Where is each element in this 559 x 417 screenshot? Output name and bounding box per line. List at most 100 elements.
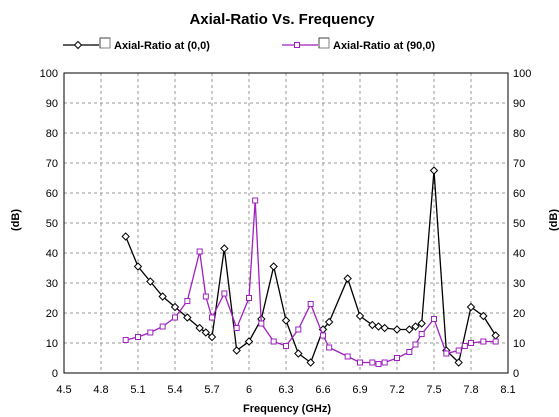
data-point (183, 313, 192, 322)
legend-checkbox-icon (99, 37, 111, 49)
data-point (201, 328, 211, 337)
series-layer (121, 166, 500, 367)
data-point (324, 317, 334, 327)
y-tick-label-left: 10 (46, 338, 58, 350)
data-point (306, 358, 315, 367)
data-point (232, 346, 241, 355)
data-point (417, 319, 426, 328)
x-tick-label: 4.8 (93, 384, 108, 396)
data-point (196, 248, 203, 255)
data-point (343, 274, 352, 283)
data-point (320, 332, 326, 339)
data-point (374, 322, 383, 331)
y-tick-label-left: 50 (46, 218, 58, 230)
data-point (355, 311, 365, 321)
x-tick-label: 5.1 (130, 384, 145, 396)
y-tick-label-right: 80 (513, 128, 525, 140)
x-tick-label: 4.5 (56, 384, 71, 396)
y-tick-label-left: 0 (52, 368, 58, 380)
y-tick-label-right: 50 (513, 218, 525, 230)
data-point (170, 302, 180, 312)
series-line (125, 200, 496, 365)
data-point (455, 347, 462, 354)
data-point (492, 338, 499, 345)
data-point (479, 311, 488, 321)
chart-title: Axial-Ratio Vs. Frequency (189, 11, 375, 28)
x-axis-title: Frequency (GHz) (243, 403, 331, 415)
data-point (233, 325, 240, 331)
legend-item-2: Axial-Ratio at (90,0) (282, 37, 435, 52)
series-line (125, 170, 497, 364)
x-tick-label: 6.3 (278, 384, 293, 396)
data-point (454, 358, 463, 367)
data-point (283, 343, 289, 349)
x-tick-label: 7.2 (389, 384, 404, 396)
x-tick-label: 7.8 (463, 384, 478, 396)
y-axis-title-right: (dB) (548, 209, 559, 231)
data-point (375, 361, 382, 367)
data-point (281, 316, 291, 325)
data-point (269, 262, 278, 271)
data-point (146, 277, 155, 286)
data-point (221, 290, 228, 297)
data-point (159, 323, 166, 330)
data-point (405, 325, 414, 334)
data-point (73, 40, 83, 50)
data-point (121, 232, 130, 241)
x-tick-label: 6.6 (315, 384, 330, 396)
y-tick-label-right: 40 (513, 248, 525, 260)
data-point (202, 293, 209, 300)
data-point (246, 295, 252, 301)
y-tick-label-left: 30 (46, 278, 58, 290)
data-point (491, 331, 500, 340)
data-point (411, 322, 420, 331)
x-tick-label: 5.4 (167, 384, 182, 396)
x-tick-label: 8.1 (500, 384, 515, 396)
data-point (258, 320, 265, 327)
data-point (344, 353, 351, 360)
legend-item-1: Axial-Ratio at (0,0) (63, 37, 210, 52)
data-point (295, 326, 302, 333)
legend: Axial-Ratio at (0,0) Axial-Ratio at (90,0… (63, 37, 435, 52)
data-point (307, 301, 314, 307)
data-point (326, 344, 333, 351)
y-axis-title-left: (dB) (10, 209, 22, 231)
y-tick-label-right: 0 (513, 368, 519, 380)
series-1 (121, 166, 500, 367)
data-point (147, 329, 154, 336)
data-point (429, 166, 439, 175)
data-point (122, 337, 129, 343)
data-point (461, 343, 468, 349)
gridlines (64, 73, 508, 373)
data-point (412, 341, 419, 348)
y-tick-label-left: 60 (46, 188, 58, 200)
legend-checkbox-icon (318, 37, 330, 49)
data-point (209, 314, 215, 321)
x-axis: 4.5 4.8 5.1 5.4 5.7 6 6.3 6.6 6.9 7.2 7.5 7.8 8.1 (56, 384, 515, 396)
y-tick-label-right: 60 (513, 188, 525, 200)
legend-label: Axial-Ratio at (90,0) (333, 40, 435, 52)
x-tick-label: 5.7 (204, 384, 219, 396)
data-point (381, 359, 388, 366)
y-tick-label-left: 80 (46, 128, 58, 140)
data-point (468, 340, 474, 346)
data-point (252, 197, 259, 204)
y-axis-right: 0 10 20 30 40 50 60 70 80 90 100 (513, 68, 531, 380)
data-point (172, 314, 178, 321)
data-point (158, 292, 167, 301)
data-point (270, 338, 277, 345)
x-tick-label: 7.5 (426, 384, 441, 396)
y-tick-label-left: 40 (46, 248, 58, 260)
data-point (406, 349, 413, 355)
y-tick-label-right: 10 (513, 338, 525, 350)
y-tick-label-right: 90 (513, 98, 525, 110)
y-tick-label-left: 20 (46, 308, 58, 320)
data-point (431, 316, 437, 322)
y-axis-left: 0 10 20 30 40 50 60 70 80 90 100 (40, 68, 58, 380)
data-point (135, 334, 141, 340)
data-point (369, 359, 376, 366)
data-point (357, 359, 363, 366)
data-point (466, 302, 476, 312)
y-tick-label-right: 30 (513, 278, 525, 290)
series-2 (122, 197, 499, 367)
